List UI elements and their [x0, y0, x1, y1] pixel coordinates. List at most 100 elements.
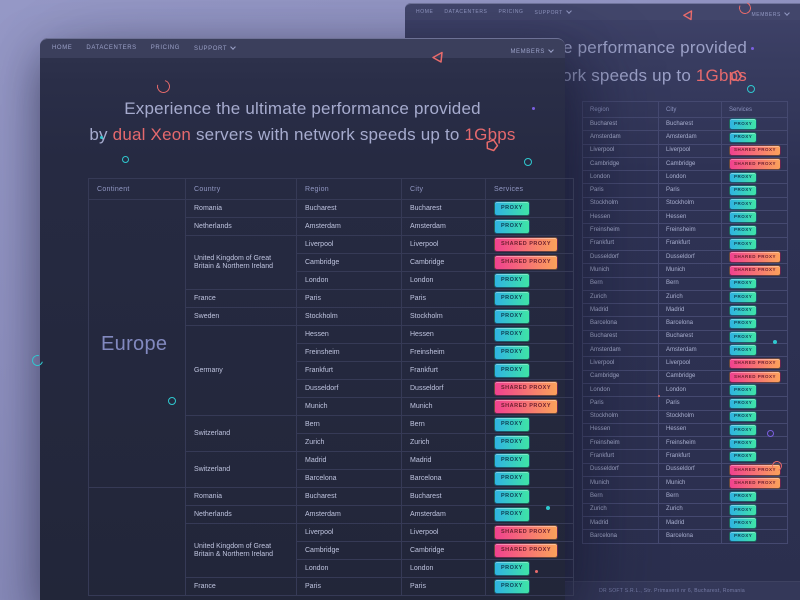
city-cell: Barcelona	[401, 469, 486, 488]
services-cell: SHARED PROXY	[485, 235, 574, 254]
region-cell: Freinsheim	[582, 436, 659, 451]
services-cell: SHARED PROXY	[485, 253, 574, 272]
nav-item-home[interactable]: HOME	[416, 8, 434, 15]
services-cell: PROXY	[721, 436, 788, 451]
service-badge: PROXY	[729, 131, 758, 144]
services-cell: SHARED PROXY	[485, 397, 574, 416]
services-cell: PROXY	[485, 487, 574, 506]
column-header-services: Services	[721, 101, 788, 118]
city-cell: Madrid	[658, 515, 722, 531]
service-badge: PROXY	[494, 489, 530, 504]
region-cell: Liverpool	[296, 235, 402, 254]
city-cell: Frankfurt	[658, 236, 722, 251]
service-badge: PROXY	[729, 530, 758, 542]
service-badge: SHARED PROXY	[729, 251, 782, 263]
table-row: Sweden Stockholm Stockholm PROXY	[89, 307, 574, 326]
city-cell: Munich	[401, 397, 486, 416]
table-row: Cambridge Cambridge SHARED PROXY	[582, 156, 788, 172]
services-cell: PROXY	[721, 196, 788, 212]
city-cell: Amsterdam	[658, 130, 722, 145]
region-cell: Stockholm	[582, 196, 659, 212]
highlight-dual-xeon: dual Xeon	[112, 125, 192, 144]
members-menu[interactable]: MEMBERS	[510, 46, 554, 55]
region-cell: Dusseldorf	[582, 249, 659, 265]
region-cell: Cambridge	[296, 253, 402, 272]
service-badge: PROXY	[729, 397, 758, 410]
service-badge: PROXY	[729, 450, 758, 463]
nav-item-pricing[interactable]: PRICING	[498, 8, 524, 15]
services-cell: PROXY	[721, 422, 788, 438]
table-row: Munich Munich SHARED PROXY	[582, 476, 788, 491]
column-header-city: City	[401, 178, 486, 200]
service-badge: PROXY	[729, 304, 758, 316]
table-row: Dusseldorf Dusseldorf SHARED PROXY	[89, 379, 574, 398]
country-cell: United Kingdom of Great Britain & Northe…	[185, 523, 297, 578]
services-cell: SHARED PROXY	[485, 523, 574, 542]
table-row: Madrid Madrid PROXY	[582, 515, 788, 531]
city-cell: London	[658, 170, 722, 185]
services-cell: PROXY	[485, 559, 574, 578]
region-cell: Zurich	[582, 289, 659, 305]
service-badge: SHARED PROXY	[729, 158, 782, 170]
region-cell: Zurich	[582, 502, 659, 517]
services-cell: PROXY	[485, 217, 574, 236]
nav-item-datacenters[interactable]: DATACENTERS	[444, 8, 488, 15]
country-cell: Switzerland	[185, 415, 297, 452]
services-cell: PROXY	[721, 329, 788, 345]
city-cell: Madrid	[658, 303, 722, 318]
table-row: Munich Munich SHARED PROXY	[89, 397, 574, 416]
region-cell: Freinsheim	[582, 223, 659, 238]
country-cell: France	[185, 289, 297, 308]
footer-text: DR SOFT S.R.L., Str. Primaverii nr 6, Bu…	[599, 588, 745, 594]
country-cell: Switzerland	[185, 451, 297, 488]
nav-item-home[interactable]: HOME	[52, 45, 73, 51]
city-cell: Liverpool	[401, 235, 486, 254]
city-cell: Stockholm	[658, 409, 722, 424]
table-row: Paris Paris PROXY	[582, 183, 788, 198]
table-row: Netherlands Amsterdam Amsterdam PROXY	[89, 505, 574, 524]
city-cell: Liverpool	[658, 143, 722, 158]
nav-item-datacenters[interactable]: DATACENTERS	[86, 45, 137, 51]
region-cell: Hessen	[582, 422, 659, 438]
service-badge: PROXY	[494, 327, 530, 342]
service-badge: PROXY	[729, 344, 758, 356]
country-cell: Germany	[185, 325, 297, 416]
services-cell: PROXY	[721, 130, 788, 145]
column-header-country: Country	[185, 178, 297, 200]
region-cell: Bern	[296, 415, 402, 434]
table-row: Amsterdam Amsterdam PROXY	[582, 343, 788, 358]
services-cell: PROXY	[721, 289, 788, 305]
service-badge: SHARED PROXY	[729, 464, 782, 476]
service-badge: PROXY	[729, 437, 758, 449]
table-row: Romania Bucharest Bucharest PROXY	[88, 487, 574, 596]
table-row: Barcelona Barcelona PROXY	[89, 469, 574, 488]
service-badge: SHARED PROXY	[729, 371, 782, 383]
nav-item-pricing[interactable]: PRICING	[150, 45, 180, 51]
services-cell: PROXY	[485, 577, 574, 596]
city-cell: Paris	[658, 183, 722, 198]
region-cell: Munich	[296, 397, 402, 416]
region-cell: London	[296, 271, 402, 290]
region-cell: Frankfurt	[296, 361, 402, 380]
table-row: Stockholm Stockholm PROXY	[582, 196, 788, 212]
services-cell: PROXY	[485, 469, 574, 488]
service-badge: PROXY	[494, 345, 530, 360]
service-badge: PROXY	[494, 561, 530, 576]
service-badge: SHARED PROXY	[494, 381, 559, 396]
city-cell: Bucharest	[401, 487, 486, 506]
service-badge: PROXY	[494, 579, 530, 594]
region-cell: Madrid	[582, 515, 659, 531]
region-cell: Cambridge	[582, 156, 659, 172]
city-cell: Bucharest	[658, 116, 722, 132]
members-menu[interactable]: MEMBERS	[752, 10, 790, 18]
services-cell: PROXY	[721, 276, 788, 291]
nav-item-support[interactable]: SUPPORT	[535, 7, 572, 16]
region-cell: Bucharest	[582, 329, 659, 345]
service-badge: SHARED PROXY	[494, 525, 559, 540]
nav-item-support[interactable]: SUPPORT	[194, 44, 236, 52]
country-cell: Netherlands	[185, 217, 297, 236]
region-cell: Freinsheim	[296, 343, 402, 362]
city-cell: Dusseldorf	[658, 249, 722, 265]
table-row: Dusseldorf Dusseldorf SHARED PROXY	[582, 462, 788, 478]
services-cell: SHARED PROXY	[721, 156, 788, 172]
